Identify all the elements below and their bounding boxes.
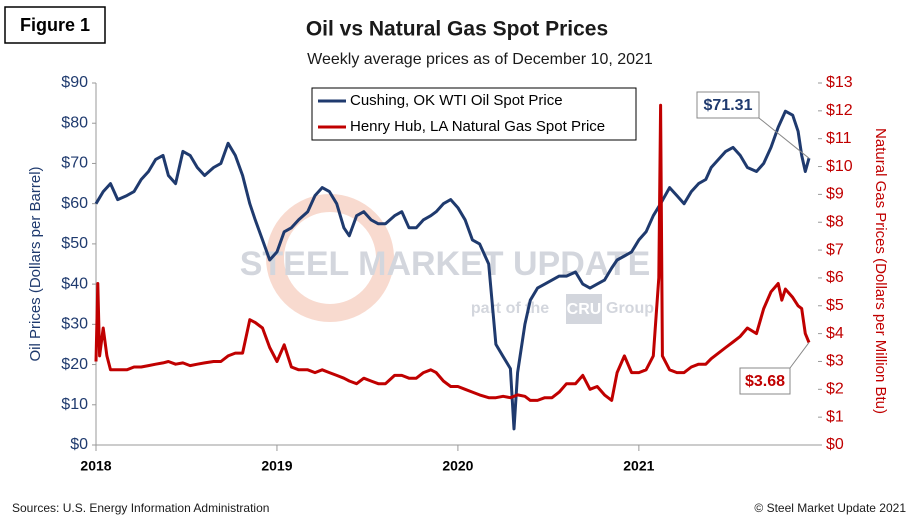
source: Sources: U.S. Energy Information Adminis… [12, 501, 269, 515]
watermark-text: Group [606, 300, 654, 317]
y-tick-label: $60 [61, 195, 88, 212]
chart-subtitle: Weekly average prices as of December 10,… [307, 51, 653, 68]
y2-tick-label: $6 [826, 269, 844, 286]
y2-tick-label: $10 [826, 158, 853, 175]
y-tick-label: $10 [61, 396, 88, 413]
watermark-text: CRU [567, 301, 602, 318]
legend-label: Cushing, OK WTI Oil Spot Price [350, 92, 563, 109]
figure-box [4, 6, 106, 44]
y-tick-label: $80 [61, 114, 88, 131]
y2-tick-label: $9 [826, 186, 844, 203]
y2-tick-label: $12 [826, 102, 853, 119]
y2-tick-label: $2 [826, 381, 844, 398]
series-line [94, 103, 811, 402]
y-tick-label: $70 [61, 155, 88, 172]
y-tick-label: $90 [61, 74, 88, 91]
y2-tick-label: $0 [826, 436, 844, 453]
copyright: © Steel Market Update 2021 [754, 501, 906, 515]
watermark-text: STEEL MARKET UPDATE [240, 245, 651, 283]
annotation: $71.31 [704, 97, 753, 114]
y2-tick-label: $7 [826, 241, 844, 258]
annotation-leader [758, 117, 810, 159]
y2-tick-label: $13 [826, 74, 853, 91]
y-axis-label: Oil Prices (Dollars per Barrel) [27, 166, 44, 361]
watermark: STEEL MARKET UPDATE part of the CRU Grou… [240, 194, 654, 324]
x-tick-label: 2018 [80, 458, 111, 474]
legend-label: Henry Hub, LA Natural Gas Spot Price [350, 118, 605, 135]
annotation: $3.68 [745, 373, 785, 390]
watermark-logo [266, 194, 394, 322]
x-tick-label: 2020 [442, 458, 473, 474]
annotation-box [696, 91, 760, 119]
annotation-leader [789, 342, 810, 369]
y-tick-label: $50 [61, 235, 88, 252]
y2-axis-label: Natural Gas Prices (Dollars per Million … [872, 128, 889, 414]
series-line [94, 109, 811, 431]
chart-title: Oil vs Natural Gas Spot Prices [306, 18, 608, 41]
y2-tick-label: $5 [826, 297, 844, 314]
y-tick-label: $40 [61, 275, 88, 292]
y2-tick-label: $4 [826, 325, 844, 342]
y2-tick-label: $1 [826, 408, 844, 425]
y2-tick-label: $11 [826, 130, 852, 147]
watermark-text: part of the [471, 300, 549, 317]
legend-box [311, 87, 637, 141]
y2-tick-label: $8 [826, 213, 844, 230]
y-tick-label: $30 [61, 316, 88, 333]
y-tick-label: $0 [70, 436, 88, 453]
y2-tick-label: $3 [826, 353, 844, 370]
figure-label: Figure 1 [20, 15, 90, 35]
y-tick-label: $20 [61, 356, 88, 373]
annotation-box [739, 367, 791, 395]
x-tick-label: 2019 [261, 458, 292, 474]
x-tick-label: 2021 [623, 458, 654, 474]
watermark-box [566, 294, 602, 324]
